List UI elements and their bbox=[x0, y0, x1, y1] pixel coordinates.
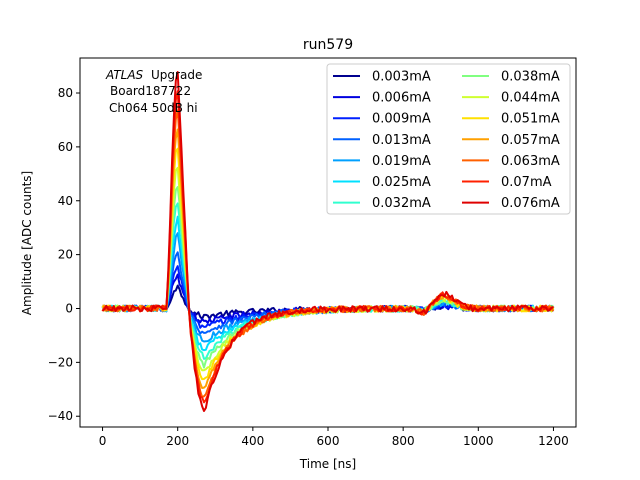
legend-label: 0.003mA bbox=[372, 70, 431, 85]
legend-label: 0.07mA bbox=[501, 175, 552, 190]
atlas-label: ATLAS bbox=[105, 68, 144, 82]
legend-label: 0.051mA bbox=[501, 112, 560, 127]
legend-label: 0.006mA bbox=[372, 91, 431, 106]
x-tick-label: 0 bbox=[99, 434, 107, 448]
legend-box bbox=[326, 63, 571, 215]
legend-item: 0.013mA bbox=[333, 133, 431, 148]
x-tick-label: 600 bbox=[317, 434, 340, 448]
legend-label: 0.032mA bbox=[372, 196, 431, 211]
legend-item: 0.063mA bbox=[462, 154, 560, 169]
legend-item: 0.025mA bbox=[333, 175, 431, 190]
legend-item: 0.006mA bbox=[333, 91, 431, 106]
legend-label: 0.057mA bbox=[501, 133, 560, 148]
legend-label: 0.009mA bbox=[372, 112, 431, 127]
legend-label: 0.025mA bbox=[372, 175, 431, 190]
y-tick-label: −20 bbox=[48, 355, 73, 369]
y-tick-label: 60 bbox=[58, 140, 73, 154]
legend-item: 0.003mA bbox=[333, 70, 431, 85]
legend-label: 0.019mA bbox=[372, 154, 431, 169]
chart-title: run579 bbox=[303, 37, 353, 53]
y-tick-label: 40 bbox=[58, 194, 73, 208]
legend-label: 0.013mA bbox=[372, 133, 431, 148]
x-tick-label: 400 bbox=[241, 434, 264, 448]
y-tick-label: 20 bbox=[58, 248, 73, 262]
legend-label: 0.044mA bbox=[501, 91, 560, 106]
annotation-board: Board187722 bbox=[110, 84, 191, 98]
legend-label: 0.038mA bbox=[501, 70, 560, 85]
x-axis-ticks: 0 200 400 600 800 1000 1200 bbox=[99, 427, 569, 448]
legend-item: 0.051mA bbox=[462, 112, 560, 127]
legend-item: 0.032mA bbox=[333, 196, 431, 211]
y-tick-label: 0 bbox=[65, 301, 73, 315]
annotation-channel: Ch064 50dB hi bbox=[109, 101, 198, 115]
y-tick-label: 80 bbox=[58, 86, 73, 100]
legend-item: 0.009mA bbox=[333, 112, 431, 127]
legend-item: 0.07mA bbox=[462, 175, 552, 190]
series-layer bbox=[101, 71, 555, 412]
x-tick-label: 1000 bbox=[463, 434, 494, 448]
atlas-annotation: ATLAS Upgrade Board187722 Ch064 50dB hi bbox=[105, 68, 202, 115]
legend-item: 0.057mA bbox=[462, 133, 560, 148]
series-line-0.076mA bbox=[101, 71, 554, 412]
legend-item: 0.038mA bbox=[462, 70, 560, 85]
x-tick-label: 1200 bbox=[538, 434, 569, 448]
x-tick-label: 800 bbox=[392, 434, 415, 448]
y-axis-ticks: −40 −20 0 20 40 60 80 bbox=[48, 86, 80, 423]
y-tick-label: −40 bbox=[48, 409, 73, 423]
legend-entries: 0.003mA 0.006mA 0.009mA 0.013mA 0.019mA 0.025… bbox=[333, 70, 560, 211]
svg-text:ATLAS Upgrade: ATLAS Upgrade bbox=[105, 68, 202, 82]
legend-item: 0.044mA bbox=[462, 91, 560, 106]
legend-label: 0.063mA bbox=[501, 154, 560, 169]
y-axis-label: Amplitude [ADC counts] bbox=[20, 171, 34, 315]
x-tick-label: 200 bbox=[166, 434, 189, 448]
legend-item: 0.019mA bbox=[333, 154, 431, 169]
legend: 0.003mA 0.006mA 0.009mA 0.013mA 0.019mA 0.025… bbox=[326, 63, 571, 215]
legend-label: 0.076mA bbox=[501, 196, 560, 211]
atlas-suffix: Upgrade bbox=[151, 68, 202, 82]
x-axis-label: Time [ns] bbox=[299, 457, 356, 471]
legend-item: 0.076mA bbox=[462, 196, 560, 211]
